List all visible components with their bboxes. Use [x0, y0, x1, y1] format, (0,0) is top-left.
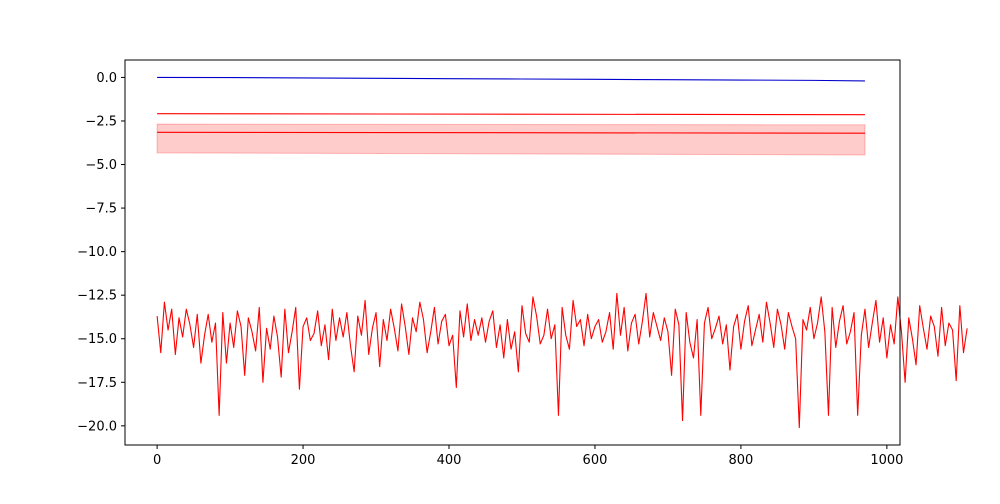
x-axis: 0 200 400 600 800 1000 [153, 445, 903, 468]
y-tick-label: −2.5 [85, 114, 117, 129]
y-tick-label: −10.0 [77, 245, 117, 260]
x-tick-label: 200 [291, 453, 316, 468]
y-tick-label: 0.0 [96, 71, 117, 86]
series-line-1 [157, 113, 865, 116]
axes-frame [124, 59, 901, 446]
plot-area [156, 76, 968, 429]
x-tick-label: 600 [583, 453, 608, 468]
x-tick-label: 1000 [870, 453, 903, 468]
y-tick-label: −20.0 [77, 419, 117, 434]
confidence-band-3 [156, 123, 866, 156]
y-tick-label: −5.0 [85, 158, 117, 173]
y-axis: 0.0 −2.5 −5.0 −7.5 −10.0 −12.5 −15.0 −17.5 −20.0 [77, 71, 125, 434]
series-line-4 [156, 292, 968, 429]
series-line-0 [157, 76, 865, 82]
y-tick-label: −17.5 [77, 376, 117, 391]
y-tick-label: −12.5 [77, 289, 117, 304]
x-tick-label: 800 [728, 453, 753, 468]
y-tick-label: −15.0 [77, 332, 117, 347]
x-tick-label: 400 [437, 453, 462, 468]
y-tick-label: −7.5 [85, 202, 117, 217]
series-line-2 [157, 131, 865, 134]
x-tick-label: 0 [153, 453, 161, 468]
